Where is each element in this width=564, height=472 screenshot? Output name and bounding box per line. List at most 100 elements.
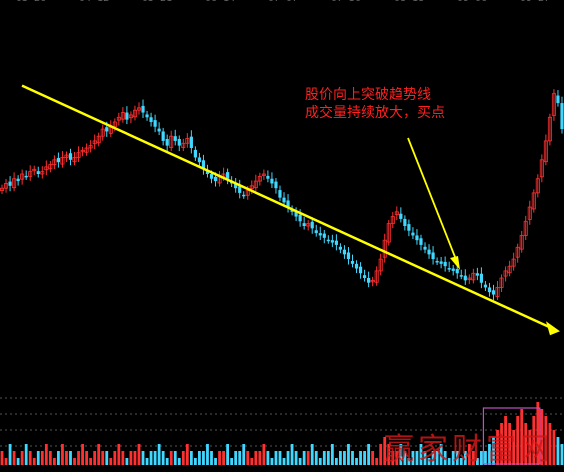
candle-body [181,142,186,148]
volume-bar [318,458,322,465]
volume-bar [149,451,153,465]
candle-body [189,136,193,148]
volume-bar [65,451,68,465]
volume-bar [508,423,512,465]
volume-bar [387,444,391,465]
volume-bar [455,451,459,465]
volume-bar [500,423,503,465]
candle-body [84,147,89,153]
volume-bar [395,451,399,465]
candle-body [487,287,492,293]
candle-body [435,260,439,263]
volume-bar [419,444,423,465]
volume-bar [89,458,93,465]
volume-bar [334,458,338,465]
volume-bar [423,451,427,465]
candle-body [459,275,463,277]
volume-bar [443,451,447,465]
candle-body [539,159,544,178]
volume-bar [8,444,12,465]
candle-body [367,278,371,283]
volume-bar [439,444,443,465]
volume-bar [548,423,552,465]
volume-bar [379,444,383,465]
candle-body [427,249,431,255]
volume-bar [238,451,242,465]
candle-body [136,107,141,111]
candle-body [294,211,298,217]
annotation-line1: 股价向上突破趋势线 [305,87,431,103]
candle-body [132,109,137,118]
volume-bar [73,458,76,465]
volume-bar [528,430,532,465]
volume-bar [560,444,564,465]
volume-bar [52,458,56,465]
volume-bar [28,451,32,465]
volume-bar [246,451,250,465]
candle-body [362,275,367,278]
candle-body [447,268,451,270]
candle-body [36,171,40,174]
top-axis-ticks: 03-26 04-12 05-21 06-14 07-07 07-30 08-18 09-06… [0,0,564,6]
top-tick-label: 03-26 [16,0,46,4]
volume-bar [355,458,358,465]
volume-bar [484,451,487,465]
volume-bar [169,451,173,465]
top-tick-label: 09-27 [520,0,550,4]
candle-body [52,159,57,165]
candle-body [560,103,564,130]
volume-bar [467,444,471,465]
candle-body [253,180,258,189]
volume-bar [536,402,540,465]
candle-body [282,197,286,203]
candle-body [274,181,278,189]
candle-body [419,238,423,245]
candle-body [56,157,61,163]
volume-bar [202,451,205,465]
volume-bar [270,458,274,465]
volume-bar [141,451,145,465]
candle-body [161,131,165,141]
volume-bar [480,451,483,465]
candle-body [32,168,37,172]
volume-bar [266,451,270,465]
candle-body [338,246,343,250]
volume-bar [193,458,197,465]
candle-body [92,140,97,145]
candle-body [527,206,532,220]
candle-body [20,173,25,180]
volume-bar [488,444,491,465]
candle-body [209,174,214,179]
candle-body [507,265,512,274]
volume-bar [286,451,290,465]
candle-body [407,224,411,231]
volume-bar [161,451,165,465]
candle-body [298,214,302,222]
candle-body [346,252,351,260]
candle-body [483,284,488,288]
volume-bar [351,451,354,465]
candle-body [556,95,560,104]
volume-bar [133,451,137,465]
volume-bar [298,458,302,465]
volume-bar [459,458,463,465]
candle-body [423,246,427,250]
candle-body [330,240,334,243]
candle-body [193,149,197,158]
volume-bar [181,451,185,465]
candle-body [28,171,33,177]
candle-body [431,252,435,260]
volume-bar [294,451,298,465]
volume-bar [81,444,84,465]
candle-body [105,127,109,132]
candle-body [226,172,230,179]
candle-body [165,139,169,146]
candle-body [76,152,81,158]
top-tick-label: 05-21 [142,0,172,4]
candle-body [257,175,262,182]
candle-body [213,176,218,182]
candle-body [455,269,459,274]
volume-bar [69,451,72,465]
volume-bar [363,451,366,465]
